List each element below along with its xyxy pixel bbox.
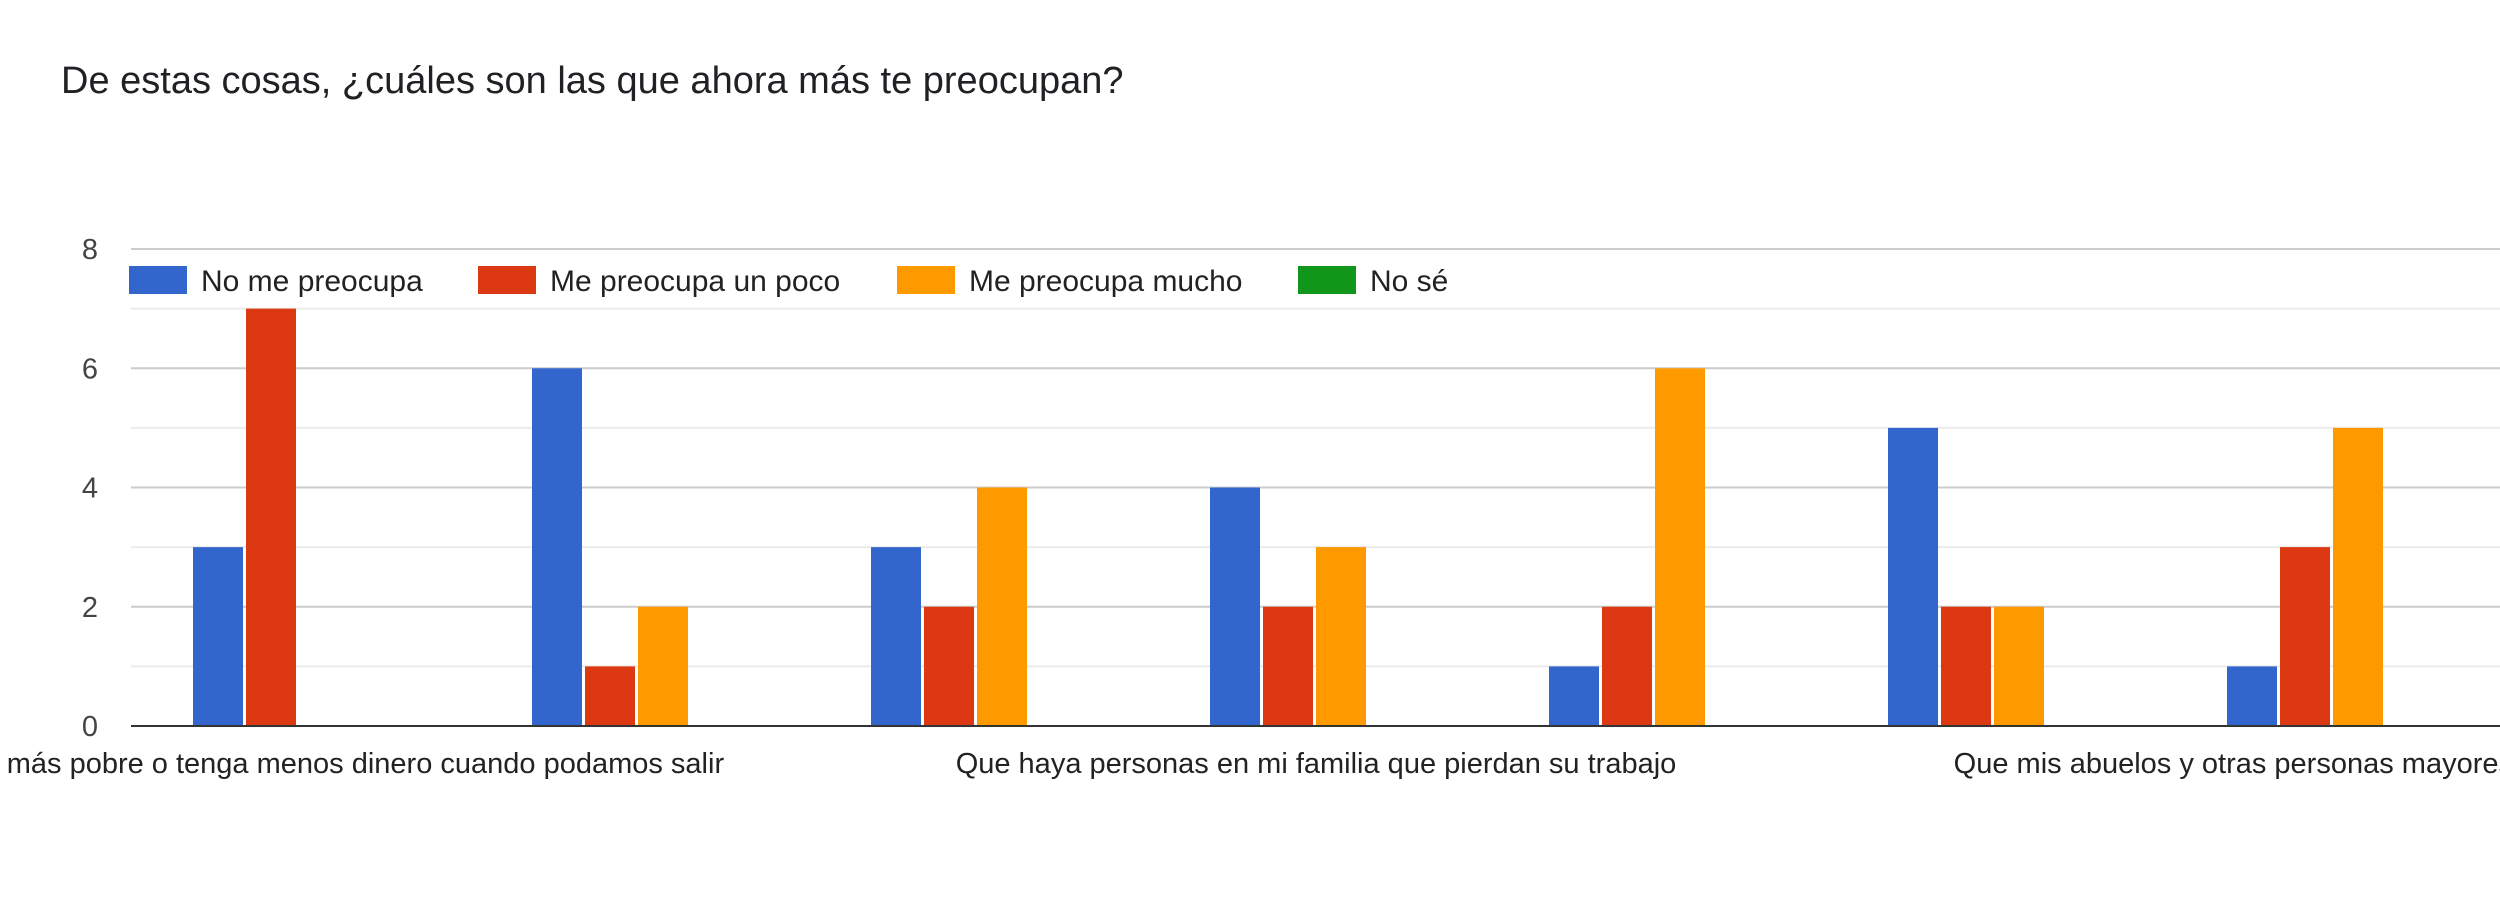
legend-item: No sé (1298, 265, 1448, 298)
legend-swatch (1298, 266, 1356, 294)
legend-item: Me preocupa un poco (478, 265, 840, 298)
category-labels: sea más pobre o tenga menos dinero cuand… (0, 748, 2500, 780)
legend-swatch (897, 266, 955, 294)
bar (1655, 368, 1705, 726)
legend-label: Me preocupa mucho (969, 265, 1243, 298)
bar (924, 606, 974, 726)
legend-item: Me preocupa mucho (897, 265, 1243, 298)
bar (1602, 606, 1652, 726)
legend-label: No me preocupa (201, 265, 423, 298)
bar (977, 487, 1027, 726)
legend-swatch (478, 266, 536, 294)
bar (193, 547, 243, 726)
bar (585, 666, 635, 726)
bar (1941, 606, 1991, 726)
bar (1316, 547, 1366, 726)
bar (1994, 606, 2044, 726)
bar (1210, 487, 1260, 726)
y-tick-label: 6 (82, 353, 98, 385)
y-tick-label: 2 (82, 592, 98, 624)
gridlines (131, 248, 2500, 668)
bars (193, 308, 2383, 726)
legend-label: Me preocupa un poco (550, 265, 840, 298)
bar (2227, 666, 2277, 726)
bar (246, 308, 296, 726)
bar (2280, 547, 2330, 726)
bar (638, 606, 688, 726)
y-tick-label: 0 (82, 711, 98, 743)
legend-swatch (129, 266, 187, 294)
category-label: Que haya personas en mi familia que pier… (956, 748, 1677, 780)
y-axis-ticks: 0 2 4 6 8 (82, 234, 98, 743)
bar (1549, 666, 1599, 726)
chart-title: De estas cosas, ¿cuáles son las que ahor… (61, 60, 1124, 102)
legend-item: No me preocupa (129, 265, 423, 298)
bar (532, 368, 582, 726)
bar (2333, 427, 2383, 726)
bar (871, 547, 921, 726)
legend-label: No sé (1370, 265, 1448, 298)
y-tick-label: 8 (82, 234, 98, 266)
bar (1888, 427, 1938, 726)
y-tick-label: 4 (82, 473, 98, 505)
category-label: Que mis abuelos y otras personas mayores… (1954, 748, 2500, 780)
bar (1263, 606, 1313, 726)
legend: No me preocupa Me preocupa un poco Me preo… (129, 265, 1448, 298)
category-label: sea más pobre o tenga menos dinero cuand… (0, 748, 724, 780)
